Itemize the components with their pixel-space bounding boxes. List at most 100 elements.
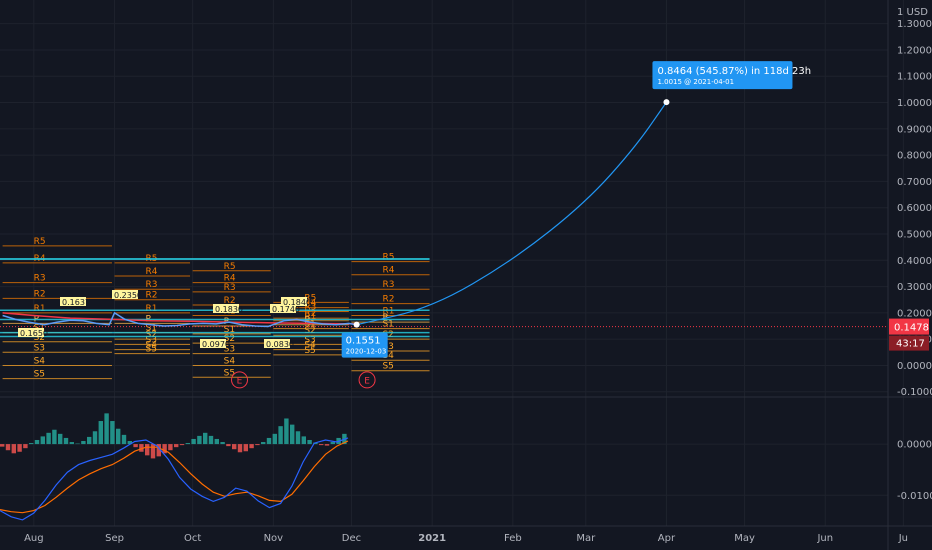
macd-histogram-bar [295,431,301,445]
time-tick-label: Apr [658,533,676,544]
price-tag-text: 0.0830 [266,340,294,349]
macd-histogram-bar [272,433,277,445]
macd-signal-line [0,440,349,514]
projection-callout-box [652,61,793,90]
macd-histogram-bar [185,443,190,445]
macd-histogram-bar [243,444,248,452]
countdown-value: 43:17 [896,339,925,350]
macd-histogram-bar [58,433,63,445]
pivot-label-s5: S5 [224,368,235,378]
macd-histogram-bar [133,444,138,448]
macd-histogram-bar [110,421,115,445]
earnings-marker [231,371,249,389]
macd-histogram-bar [63,437,69,445]
macd-histogram-bar [5,444,11,451]
macd-histogram-bar [98,421,103,445]
price-tick-label: 0.9000 [897,124,932,135]
macd-histogram-bar [92,431,98,445]
macd-histogram-bar [81,441,86,445]
pivot-label-r2: R2 [34,289,46,299]
price-tick-label: 1.1000 [897,72,932,83]
price-tag-box [200,339,226,348]
time-tick-label: 2021 [418,533,446,544]
macd-histogram-bar [249,444,254,449]
pivot-label-r3: R3 [382,280,394,290]
pivot-label-r1: R1 [382,306,394,316]
time-tick-label: Mar [576,533,596,544]
projection-end-point [663,99,670,106]
pivot-label-s4: S4 [224,356,236,366]
pivot-label-s3: S3 [382,342,393,352]
pivot-label-s3: S3 [146,335,157,345]
pivot-label-s1: S1 [304,320,315,330]
price-tick-label: 1.3000 [897,19,932,30]
time-tick-label: Feb [504,533,522,544]
macd-line [0,437,349,521]
pivot-label-r2: R2 [224,296,236,306]
macd-histogram-bar [156,444,161,457]
price-series [2,99,670,328]
pivot-label-s3: S3 [224,345,235,355]
macd-histogram-bar [87,436,92,445]
price-tick-label: 1.2000 [897,45,932,56]
macd-histogram-bar [301,436,306,445]
projection-callout-label: 0.8464 (545.87%) in 118d 23h [657,66,811,77]
price-tag-text: 0.1740 [272,305,300,314]
pivot-label-r5: R5 [34,237,46,247]
pivot-label-r2: R2 [382,295,394,305]
price-line [2,311,357,328]
macd-histogram-bar [69,442,74,445]
countdown-box [889,335,929,351]
pivot-label-r1: R1 [34,304,46,314]
price-tag-box [264,339,290,348]
pivot-label-s2: S2 [224,334,235,344]
pivot-label-s4: S4 [382,351,394,361]
pivot-label-s1: S1 [382,320,393,330]
macd-histogram-bar [237,444,243,453]
pivot-label-s3: S3 [34,343,45,353]
price-tick-label: 0.4000 [897,256,932,267]
macd-histogram-bar [17,444,22,452]
macd-histogram-bar [116,428,121,445]
macd-histogram-bar [307,439,312,445]
pivot-label-s5: S5 [146,345,157,355]
macd-histogram-bar [0,444,5,447]
projection-curve [356,101,667,326]
macd-histogram-bar [197,435,202,445]
projection-callout-sub: 1.0015 @ 2021-04-01 [657,78,734,86]
price-tag-box [213,304,239,313]
pivot-label-r4: R4 [304,299,316,309]
pivot-label-s2: S2 [382,330,393,340]
pivot-label-r3: R3 [304,303,316,313]
macd-tick-label: -0.0100 [897,491,932,502]
time-tick-label: Aug [24,533,44,544]
pivot-label-s4: S4 [304,341,316,351]
pivot-label-s2: S2 [146,330,157,340]
price-tag-text: 0.1840 [283,298,311,307]
macd-histogram-bar [162,444,167,454]
start-callout-box [341,332,388,358]
time-tick-label: Jun [816,533,833,544]
price-tag-text: 0.2350 [114,291,142,300]
earnings-marker [358,371,376,389]
price-tag-box [112,290,138,299]
macd-tick-label: 0.0000 [897,440,932,451]
macd-histogram-bar [168,444,173,451]
macd-histogram-bar [75,443,80,445]
start-callout-label: 0.1551 [346,336,381,347]
band-lines [0,257,888,338]
macd-histogram-bar [29,443,34,445]
price-tick-label: 0.6000 [897,203,932,214]
macd-histogram-bar [139,444,144,452]
macd-histogram-bar [46,432,51,445]
time-tick-label: Ju [898,533,908,544]
macd-histogram-bar [127,441,132,445]
macd-histogram-bar [278,426,283,445]
macd-histogram-bar [179,444,185,446]
price-tag-box [281,297,307,306]
pivot-label-s2: S2 [304,326,315,336]
price-tag-box [60,297,86,306]
